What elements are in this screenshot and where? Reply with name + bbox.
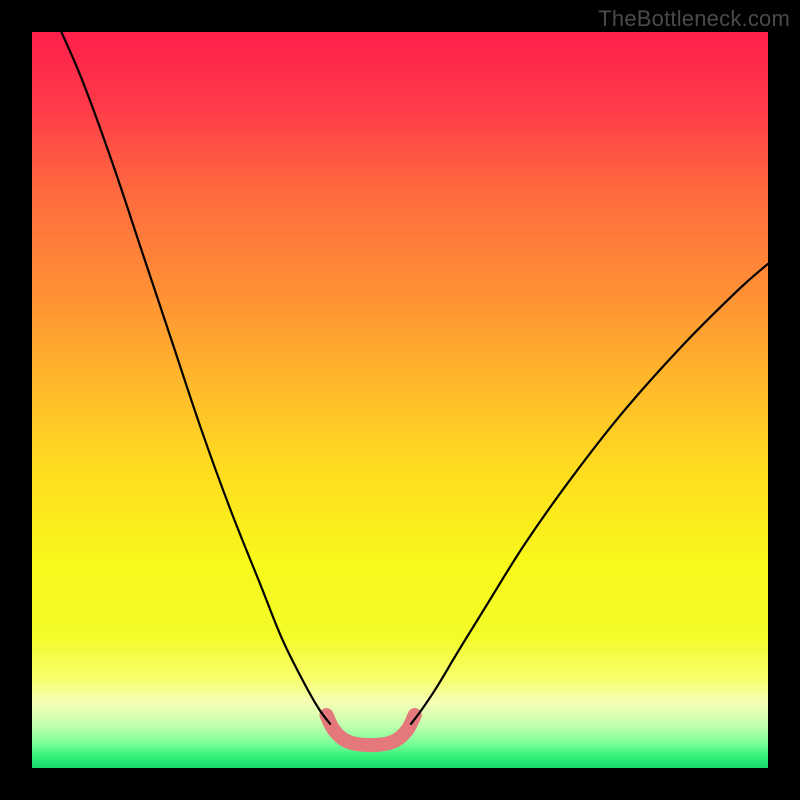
chart-svg: [0, 0, 800, 800]
plot-background: [32, 32, 768, 768]
watermark-label: TheBottleneck.com: [598, 6, 790, 32]
bottleneck-chart: TheBottleneck.com: [0, 0, 800, 800]
